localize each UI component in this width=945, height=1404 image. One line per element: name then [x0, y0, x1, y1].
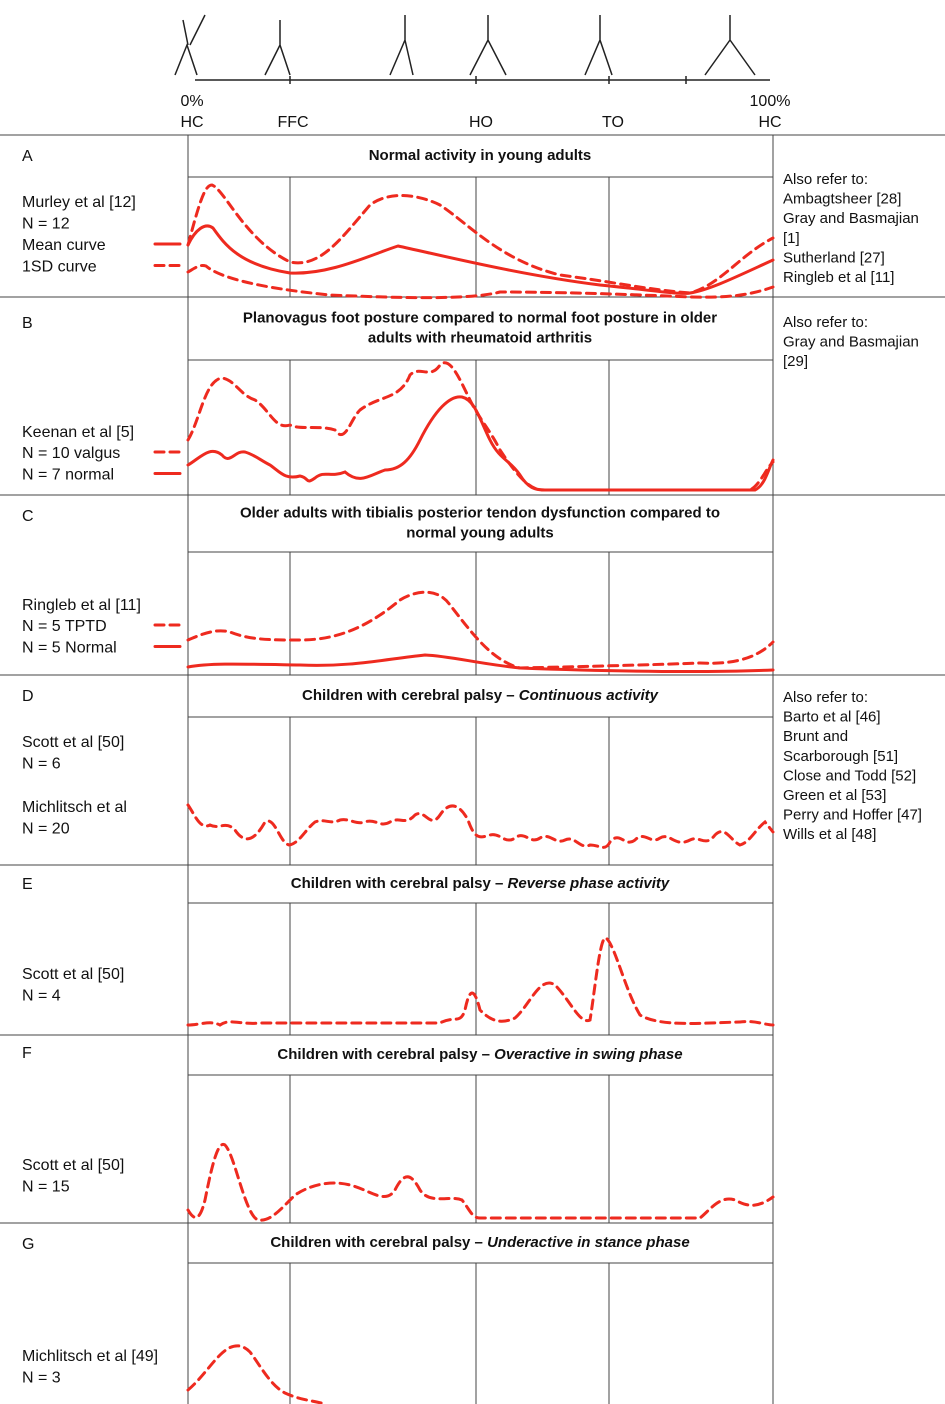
see-also: Also refer to:	[783, 314, 868, 331]
panel-title-text: normal young adults	[406, 524, 554, 541]
panel-title-text: Planovagus foot posture compared to norm…	[243, 309, 717, 326]
panel-title: normal young adults	[406, 524, 554, 541]
gait-event: HC	[180, 114, 203, 131]
legend-label: N = 5 TPTD	[22, 618, 107, 635]
see-also: Wills et al [48]	[783, 826, 876, 843]
see-also: [29]	[783, 353, 808, 370]
curve	[186, 264, 775, 300]
see-also: Gray and Basmajian	[783, 210, 919, 227]
curve	[186, 395, 775, 492]
panel-letter: G	[22, 1236, 34, 1253]
gait-end: 100%	[750, 93, 791, 110]
gait-start: 0%	[180, 93, 203, 110]
see-also: Also refer to:	[783, 689, 868, 706]
gait-strip	[174, 14, 770, 84]
panel-title-text: Older adults with tibialis posterior ten…	[240, 504, 720, 521]
panel-title-italic: Overactive in swing phase	[494, 1046, 682, 1063]
curve	[186, 1344, 327, 1404]
panel-title: Children with cerebral palsy – Continuou…	[302, 687, 659, 704]
panel-letter: E	[22, 876, 33, 893]
source-text: N = 20	[22, 821, 70, 838]
source-text: Murley et al [12]	[22, 194, 136, 211]
panel-letter: B	[22, 315, 33, 332]
panel-letter: D	[22, 688, 34, 705]
curve	[186, 183, 775, 295]
source-text: N = 4	[22, 988, 61, 1005]
source-text: Keenan et al [5]	[22, 424, 134, 441]
legend-label: N = 5 Normal	[22, 640, 117, 657]
panel-title: Children with cerebral palsy – Overactiv…	[277, 1046, 682, 1063]
see-also: [1]	[783, 230, 800, 247]
panel-title-text: Children with cerebral palsy –	[291, 875, 508, 892]
see-also: Ambagtsheer [28]	[783, 191, 901, 208]
panel-letter: F	[22, 1045, 32, 1062]
curve	[186, 936, 775, 1027]
panel-title: Normal activity in young adults	[369, 147, 592, 164]
see-also: Gray and Basmajian	[783, 334, 919, 351]
panel-title-text: adults with rheumatoid arthritis	[368, 329, 592, 346]
gait-event: HC	[758, 114, 781, 131]
legend-label: Mean curve	[22, 237, 106, 254]
panel-title-text: Children with cerebral palsy –	[270, 1234, 487, 1251]
source-text: N = 15	[22, 1179, 70, 1196]
see-also: Perry and Hoffer [47]	[783, 807, 922, 824]
panel-title-italic: Reverse phase activity	[507, 875, 669, 892]
gait-event: FFC	[277, 114, 308, 131]
panel-title: Older adults with tibialis posterior ten…	[240, 504, 720, 521]
panel-title: Planovagus foot posture compared to norm…	[243, 309, 717, 326]
panel-title-italic: Underactive in stance phase	[487, 1234, 690, 1251]
panel-letter: A	[22, 148, 33, 165]
gait-event: HO	[469, 114, 493, 131]
see-also: Brunt and	[783, 728, 848, 745]
curve	[186, 803, 775, 849]
legend-label: N = 7 normal	[22, 467, 114, 484]
see-also: Barto et al [46]	[783, 709, 881, 726]
source-text: Scott et al [50]	[22, 1157, 124, 1174]
see-also: Also refer to:	[783, 171, 868, 188]
see-also: Sutherland [27]	[783, 249, 885, 266]
source-text: N = 6	[22, 756, 61, 773]
panel-title-text: Children with cerebral palsy –	[302, 687, 519, 704]
panel-title-italic: Continuous activity	[519, 687, 659, 704]
curve	[186, 590, 775, 670]
source-text: Michlitsch et al [49]	[22, 1348, 158, 1365]
source-text: Scott et al [50]	[22, 734, 124, 751]
panel-title: Children with cerebral palsy – Underacti…	[270, 1234, 689, 1251]
source-text: N = 12	[22, 216, 70, 233]
curve	[186, 1142, 775, 1222]
see-also: Ringleb et al [11]	[783, 269, 894, 286]
panel-title: Children with cerebral palsy – Reverse p…	[291, 875, 670, 892]
see-also: Scarborough [51]	[783, 748, 898, 765]
source-text: Scott et al [50]	[22, 966, 124, 983]
source-text: Ringleb et al [11]	[22, 597, 141, 614]
see-also: Close and Todd [52]	[783, 767, 916, 784]
panel-letter: C	[22, 508, 34, 525]
panel-title-text: Normal activity in young adults	[369, 147, 592, 164]
legend-label: 1SD curve	[22, 259, 97, 276]
curves	[186, 183, 775, 1404]
curve	[186, 653, 775, 673]
panel-title: adults with rheumatoid arthritis	[368, 329, 592, 346]
gait-event: TO	[602, 114, 624, 131]
source-text: Michlitsch et al	[22, 799, 127, 816]
see-also: Green et al [53]	[783, 787, 886, 804]
source-text: N = 3	[22, 1370, 61, 1387]
legend-label: N = 10 valgus	[22, 445, 120, 462]
panel-title-text: Children with cerebral palsy –	[277, 1046, 494, 1063]
curve	[186, 224, 775, 295]
